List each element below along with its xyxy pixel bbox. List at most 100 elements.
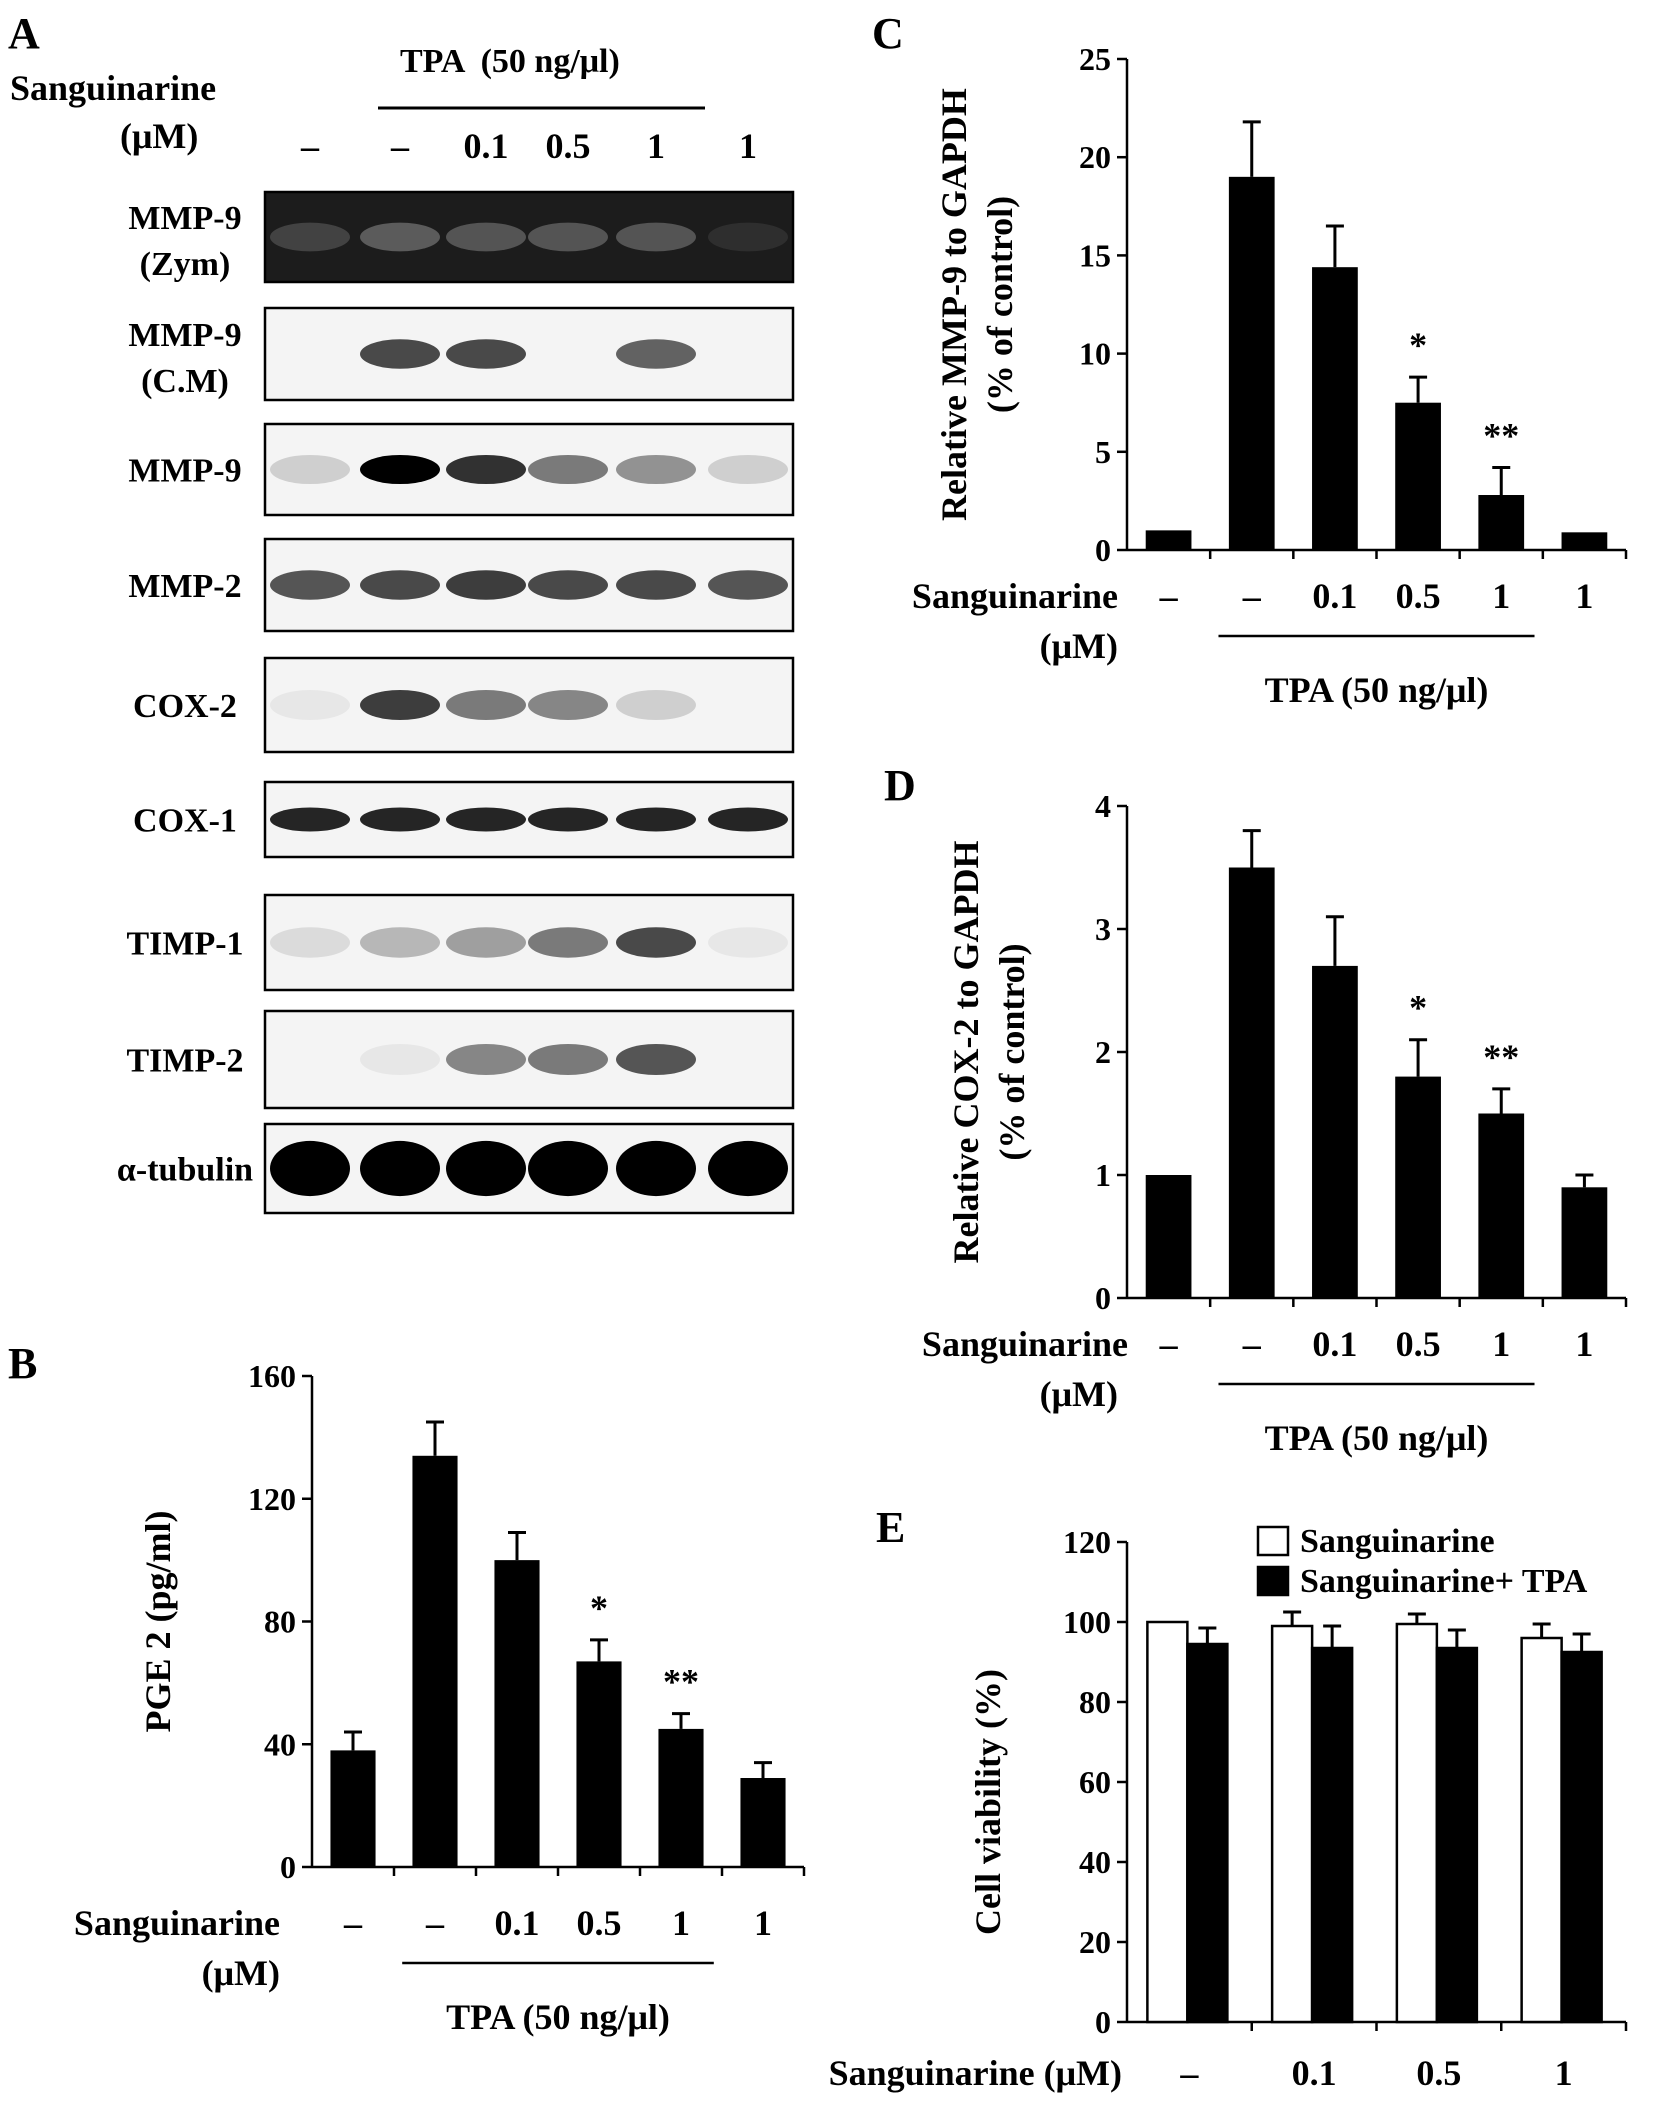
panel-a-sanguinarine-header: Sanguinarine bbox=[10, 68, 216, 108]
bar bbox=[1435, 1646, 1479, 2024]
x-category-label: 1 bbox=[1575, 576, 1593, 616]
x-category-label: 0.1 bbox=[1312, 1324, 1357, 1364]
x-category-label: – bbox=[1159, 1324, 1179, 1364]
blot-row: MMP-9 (C.M) bbox=[128, 306, 795, 402]
blot-box bbox=[263, 656, 795, 754]
y-tick-label: 25 bbox=[1079, 41, 1111, 77]
chart-d-cox2: 0 1 2 3 4 – – 0.1 * 0.5 ** 1 1 Sanguinarine (μM) TPA (5… bbox=[922, 788, 1628, 1458]
x-category-label: 1 bbox=[672, 1903, 690, 1943]
panel-letter-b: B bbox=[8, 1339, 37, 1388]
y-tick-label: 1 bbox=[1095, 1157, 1111, 1193]
y-tick-label: 4 bbox=[1095, 788, 1111, 824]
x-category-label: 0.5 bbox=[577, 1903, 622, 1943]
panel-letter-e: E bbox=[876, 1503, 905, 1552]
bar bbox=[1145, 530, 1192, 550]
bar bbox=[740, 1778, 786, 1867]
y-tick-label: 120 bbox=[1063, 1524, 1111, 1560]
blot-label: COX-1 bbox=[133, 803, 237, 840]
y-axis-label: Cell viability (%) bbox=[968, 1669, 1008, 1935]
bar bbox=[494, 1560, 540, 1867]
blot-band bbox=[616, 454, 696, 485]
x-category-label: – bbox=[343, 1903, 363, 1943]
blot-band bbox=[446, 927, 526, 958]
blot-band bbox=[528, 1140, 608, 1197]
y-axis-label: PGE 2 (pg/ml) bbox=[138, 1511, 178, 1733]
blot-band bbox=[446, 570, 526, 600]
blot-label: MMP-2 bbox=[128, 568, 241, 605]
panel-a-dose-label: – bbox=[390, 126, 410, 166]
panel-a-dose-label: 1 bbox=[739, 126, 757, 166]
y-tick-label: 60 bbox=[1079, 1764, 1111, 1800]
blot-band bbox=[270, 454, 350, 485]
blot-band bbox=[528, 222, 608, 252]
y-tick-label: 10 bbox=[1079, 336, 1111, 372]
legend-label: Sanguinarine bbox=[1300, 1523, 1495, 1560]
blot-label: MMP-9 bbox=[128, 317, 241, 354]
blot-band bbox=[708, 1140, 788, 1197]
bar bbox=[1395, 1622, 1439, 2024]
blot-row: COX-2 bbox=[133, 656, 795, 754]
tpa-label: TPA (50 ng/μl) bbox=[446, 1997, 670, 2037]
blot-band bbox=[616, 570, 696, 600]
x-category-label: – bbox=[1242, 1324, 1262, 1364]
blot-band bbox=[616, 689, 696, 721]
x-category-label: 0.1 bbox=[495, 1903, 540, 1943]
bar bbox=[330, 1750, 376, 1867]
blot-band bbox=[616, 807, 696, 832]
y-tick-label: 20 bbox=[1079, 1924, 1111, 1960]
y-tick-label: 80 bbox=[1079, 1684, 1111, 1720]
blot-band bbox=[616, 927, 696, 958]
panel-a-blot-rows: MMP-9 (Zym) MMP-9 (C.M) MMP-9 MMP-2 COX-2 COX-1… bbox=[117, 190, 795, 1215]
significance-marker: ** bbox=[1483, 416, 1519, 456]
blot-band bbox=[446, 222, 526, 252]
panel-letter-c: C bbox=[872, 9, 904, 58]
bar bbox=[1186, 1642, 1229, 2024]
bar bbox=[1478, 1113, 1525, 1298]
x-category-label: 1 bbox=[754, 1903, 772, 1943]
bar bbox=[1310, 1646, 1354, 2024]
blot-label: MMP-9 bbox=[128, 200, 241, 237]
panel-a-tpa-label: TPA (50 ng/μl) bbox=[400, 43, 620, 80]
panel-a-dose-labels: – – 0.1 0.5 1 1 bbox=[300, 126, 757, 166]
blot-box bbox=[263, 190, 795, 284]
panel-a-dose-label: 0.1 bbox=[464, 126, 509, 166]
blot-label: (Zym) bbox=[140, 246, 231, 283]
blot-band bbox=[360, 339, 440, 369]
tpa-label: TPA (50 ng/μl) bbox=[1265, 670, 1489, 710]
blot-band bbox=[270, 807, 350, 832]
x-category-label: 0.5 bbox=[1396, 1324, 1441, 1364]
blot-band bbox=[528, 689, 608, 721]
blot-band bbox=[528, 1043, 608, 1076]
blot-label: α-tubulin bbox=[117, 1152, 253, 1189]
y-tick-label: 2 bbox=[1095, 1034, 1111, 1070]
y-tick-label: 0 bbox=[1095, 532, 1111, 568]
blot-box bbox=[263, 306, 795, 402]
legend-swatch bbox=[1256, 1565, 1290, 1597]
bar bbox=[658, 1728, 704, 1867]
significance-marker: * bbox=[1409, 325, 1427, 365]
bar bbox=[1478, 495, 1525, 550]
x-axis-unit: (μM) bbox=[1040, 626, 1118, 666]
panel-a-dose-label: 1 bbox=[647, 126, 665, 166]
significance-marker: * bbox=[1409, 988, 1427, 1028]
blot-band bbox=[360, 807, 440, 832]
bar bbox=[1395, 402, 1441, 550]
y-tick-label: 40 bbox=[1079, 1844, 1111, 1880]
legend-label: Sanguinarine+ TPA bbox=[1300, 1563, 1588, 1600]
blot-band bbox=[446, 1140, 526, 1197]
blot-band bbox=[528, 570, 608, 600]
y-tick-label: 20 bbox=[1079, 139, 1111, 175]
blot-band bbox=[708, 807, 788, 832]
blot-band bbox=[528, 454, 608, 485]
y-axis-label: Relative COX-2 to GAPDH bbox=[946, 841, 986, 1264]
x-category-label: 1 bbox=[1575, 1324, 1593, 1364]
blot-band bbox=[616, 1043, 696, 1076]
bar bbox=[412, 1455, 458, 1867]
y-tick-label: 100 bbox=[1063, 1604, 1111, 1640]
panel-a-western-blot: TPA (50 ng/μl) Sanguinarine (μM) – – 0.1 0.… bbox=[10, 43, 795, 1215]
bar bbox=[1312, 965, 1358, 1298]
bar bbox=[1228, 867, 1275, 1298]
panel-a-dose-label: 0.5 bbox=[546, 126, 591, 166]
blot-row: MMP-2 bbox=[128, 537, 795, 633]
